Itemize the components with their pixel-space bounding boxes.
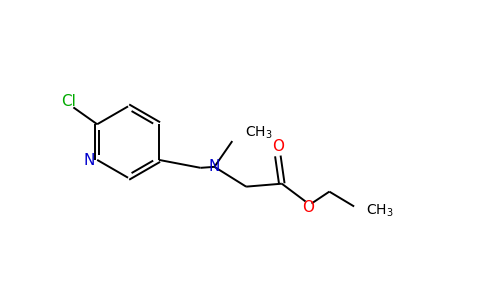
Text: O: O: [272, 139, 284, 154]
Text: N: N: [84, 153, 95, 168]
Text: CH$_3$: CH$_3$: [245, 125, 273, 141]
Text: Cl: Cl: [61, 94, 76, 109]
Text: N: N: [209, 159, 220, 174]
Text: CH$_3$: CH$_3$: [366, 202, 393, 219]
Text: O: O: [302, 200, 315, 215]
